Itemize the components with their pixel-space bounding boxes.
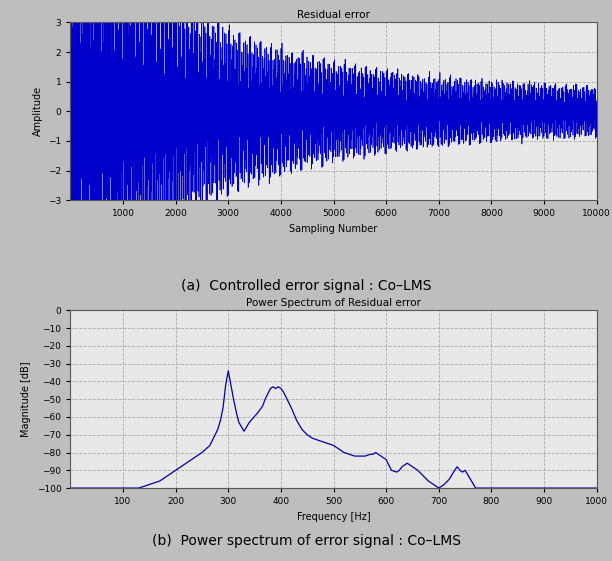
Title: Power Spectrum of Residual error: Power Spectrum of Residual error — [246, 298, 421, 308]
Text: (b)  Power spectrum of error signal : Co–LMS: (b) Power spectrum of error signal : Co–… — [152, 534, 460, 548]
Text: (a)  Controlled error signal : Co–LMS: (a) Controlled error signal : Co–LMS — [181, 279, 431, 293]
Y-axis label: Magnitude [dB]: Magnitude [dB] — [21, 361, 31, 437]
Y-axis label: Amplitude: Amplitude — [32, 86, 43, 136]
Title: Residual error: Residual error — [297, 10, 370, 20]
X-axis label: Sampling Number: Sampling Number — [289, 224, 378, 234]
X-axis label: Frequency [Hz]: Frequency [Hz] — [297, 512, 370, 522]
